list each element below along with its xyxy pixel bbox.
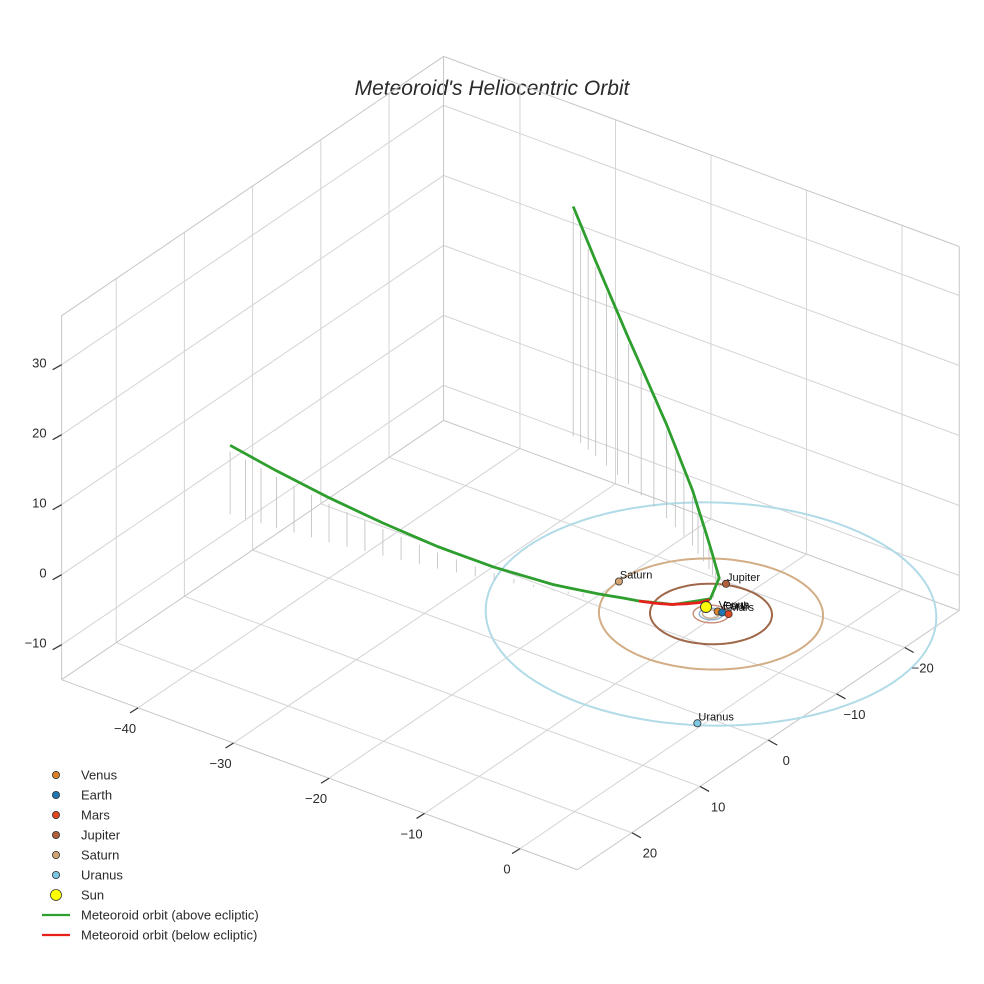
label-earth: Earth xyxy=(723,600,749,612)
x-tick-label: −20 xyxy=(305,791,327,806)
floor-gridline-y xyxy=(320,503,837,695)
marker-sun xyxy=(700,601,712,613)
wall-yz-gridline-z xyxy=(61,384,444,646)
legend-label: Saturn xyxy=(81,848,119,863)
x-tick-label: −40 xyxy=(114,721,136,736)
planet-orbits xyxy=(484,501,938,727)
label-saturn: Saturn xyxy=(620,569,652,581)
y-tick-label-mark xyxy=(768,739,778,746)
wall-yz-gridline-z xyxy=(61,174,444,436)
z-tick-label-mark xyxy=(52,504,62,511)
legend-label: Jupiter xyxy=(81,828,121,843)
z-tick-label: 0 xyxy=(39,566,46,581)
wall-xz-gridline-z xyxy=(443,174,960,366)
marker-mars xyxy=(724,610,733,619)
label-uranus: Uranus xyxy=(698,711,734,723)
wall-xz-gridline-z xyxy=(443,104,960,296)
label-venus: Venus xyxy=(719,599,750,611)
label-mars: Mars xyxy=(730,602,755,614)
legend-label: Sun xyxy=(81,888,104,903)
legend-label: Earth xyxy=(81,788,112,803)
floor-gridline-y xyxy=(116,642,633,834)
axis-edge xyxy=(61,679,578,871)
y-tick-label: −10 xyxy=(843,707,865,722)
legend-marker-sun xyxy=(50,889,62,901)
x-tick-label-mark xyxy=(225,742,234,749)
wall-yz-gridline-z xyxy=(61,244,444,506)
marker-jupiter xyxy=(722,579,731,588)
legend-marker-mars xyxy=(52,811,61,820)
axis-grid xyxy=(61,55,960,871)
z-tick-label-mark xyxy=(52,364,62,371)
meteoroid-above-outbound xyxy=(571,205,721,606)
floor-gridline-y xyxy=(252,549,769,741)
legend-marker-saturn xyxy=(52,851,61,860)
x-tick-label: −10 xyxy=(401,826,423,841)
legend-marker-jupiter xyxy=(52,831,61,840)
legend-label: Meteoroid orbit (above ecliptic) xyxy=(81,908,259,923)
y-tick-label-mark xyxy=(836,693,846,700)
legend-label: Mars xyxy=(81,808,110,823)
legend-label: Uranus xyxy=(81,868,123,883)
legend-label: Venus xyxy=(81,768,118,783)
z-tick-label: 20 xyxy=(32,426,46,441)
x-tick-label: −30 xyxy=(210,756,232,771)
legend-marker-earth xyxy=(52,791,61,800)
meteoroid-orbit-lines xyxy=(229,205,721,606)
axis-ticks: −40 −30 −20 −10 0 −20 −10 0 10 20 30 20 10 0 −10 xyxy=(25,356,934,877)
z-tick-label-mark xyxy=(52,574,62,581)
meteoroid-above-inbound xyxy=(229,444,640,603)
orbit-uranus xyxy=(484,501,938,727)
z-tick-label: 30 xyxy=(32,356,46,371)
x-tick-label-mark xyxy=(129,707,139,714)
axis-edge xyxy=(443,55,960,247)
wall-xz-gridline-z xyxy=(443,244,960,436)
legend: Venus Earth Mars Jupiter Saturn Uranus Sun Mete… xyxy=(42,768,259,943)
orbit-jupiter xyxy=(649,582,773,646)
floor-gridline-y xyxy=(184,595,701,787)
legend-marker-uranus xyxy=(52,871,61,880)
z-tick-label: −10 xyxy=(25,636,47,651)
wall-yz-gridline-z xyxy=(61,314,444,576)
floor-gridline-y xyxy=(388,456,905,648)
wall-xz-gridline-z xyxy=(443,384,960,576)
legend-label: Meteoroid orbit (below ecliptic) xyxy=(81,928,257,943)
y-tick-label: 20 xyxy=(643,846,657,861)
meteoroid-drop-lines xyxy=(229,212,720,598)
z-tick-label-mark xyxy=(52,434,62,441)
wall-xz-gridline-z xyxy=(443,314,960,506)
axis-edge xyxy=(61,419,444,681)
z-tick-label: 10 xyxy=(32,496,46,511)
y-tick-label-mark xyxy=(904,646,914,654)
x-tick-label-mark xyxy=(511,848,521,855)
label-jupiter: Jupiter xyxy=(727,572,760,584)
legend-marker-venus xyxy=(52,771,61,780)
marker-uranus xyxy=(693,719,702,728)
y-tick-label-mark xyxy=(699,785,710,792)
marker-saturn xyxy=(614,577,623,586)
x-tick-label: 0 xyxy=(503,862,510,877)
axis-edge xyxy=(61,55,444,317)
y-tick-label: 10 xyxy=(711,799,725,814)
y-tick-label-mark xyxy=(631,832,642,839)
y-tick-label: 0 xyxy=(783,753,790,768)
wall-yz-gridline-z xyxy=(61,104,444,366)
x-tick-label-mark xyxy=(320,777,330,784)
meteoroid-below xyxy=(638,598,710,606)
chart-title: Meteoroid's Heliocentric Orbit xyxy=(355,77,631,100)
y-tick-label: −20 xyxy=(912,661,934,676)
x-tick-label-mark xyxy=(416,812,425,819)
z-tick-label-mark xyxy=(52,644,62,651)
